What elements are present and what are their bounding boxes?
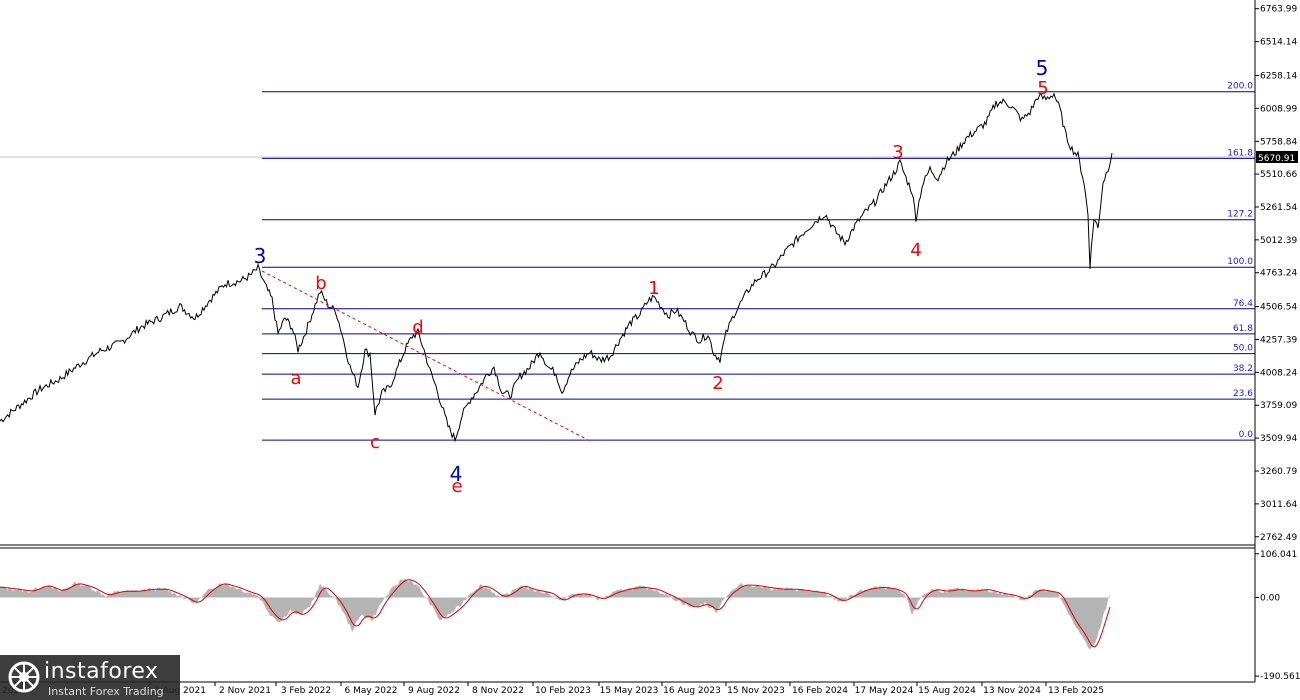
oscillator-tick-label: 106.041 bbox=[1260, 550, 1297, 560]
price-tick-label: 6258.14 bbox=[1260, 71, 1297, 81]
price-tick-label: 5510.66 bbox=[1260, 170, 1297, 180]
oscillator-series bbox=[0, 579, 1111, 650]
time-tick-label: 10 Feb 2023 bbox=[535, 686, 591, 696]
time-tick-label: 8 Nov 2022 bbox=[472, 686, 524, 696]
oscillator-tick-label: -190.561 bbox=[1260, 672, 1300, 682]
price-tick-label: 4763.24 bbox=[1260, 269, 1297, 279]
price-tick-label: 5758.84 bbox=[1260, 137, 1297, 147]
time-tick-label: 15 Aug 2024 bbox=[918, 686, 976, 696]
oscillator-tick-label: 0.00 bbox=[1260, 594, 1280, 604]
logo-tagline: Instant Forex Trading bbox=[48, 685, 164, 698]
time-tick-label: 13 Feb 2025 bbox=[1048, 686, 1104, 696]
wave-label: 5 bbox=[1037, 78, 1048, 99]
wave-label: d bbox=[412, 317, 423, 338]
fib-level-label: 23.6 bbox=[1233, 389, 1253, 399]
time-tick-label: 3 Feb 2022 bbox=[281, 686, 331, 696]
time-tick-label: 6 May 2022 bbox=[345, 686, 398, 696]
logo-icon bbox=[8, 661, 40, 693]
time-tick-label: 16 Feb 2024 bbox=[792, 686, 848, 696]
wave-label: 2 bbox=[712, 373, 723, 394]
fib-level-label: 76.4 bbox=[1233, 299, 1253, 309]
logo-brand: instaforex bbox=[44, 659, 159, 684]
wave-label: 4 bbox=[910, 240, 921, 261]
time-tick-label: 15 May 2023 bbox=[600, 686, 659, 696]
fib-level-label: 161.8 bbox=[1227, 148, 1253, 158]
fib-level-label: 50.0 bbox=[1233, 344, 1253, 354]
wave-label: c bbox=[370, 432, 380, 453]
wave-label: 3 bbox=[892, 142, 903, 163]
wave-label: e bbox=[451, 476, 462, 497]
fib-level-label: 127.2 bbox=[1227, 210, 1253, 220]
current-price-badge bbox=[1256, 151, 1298, 163]
time-tick-label: 2 Nov 2021 bbox=[219, 686, 271, 696]
time-tick-label: 16 Aug 2023 bbox=[663, 686, 721, 696]
fibonacci-levels: 200.0 161.8 127.2 100.0 76.4 61.8 50.0 38.2 23.6… bbox=[262, 82, 1255, 441]
price-tick-label: 6763.99 bbox=[1260, 5, 1297, 15]
price-tick-label: 6514.14 bbox=[1260, 38, 1297, 48]
price-tick-label: 3260.79 bbox=[1260, 467, 1297, 477]
oscillator-signal-line bbox=[0, 579, 1111, 648]
current-price-label: 5670.91 bbox=[1258, 154, 1295, 164]
time-tick-label: 17 May 2024 bbox=[855, 686, 914, 696]
wave-label: 3 bbox=[254, 244, 267, 268]
fib-level-label: 200.0 bbox=[1227, 82, 1253, 92]
price-tick-label: 3759.09 bbox=[1260, 401, 1297, 411]
price-tick-label: 3011.64 bbox=[1260, 500, 1297, 510]
price-tick-label: 6008.99 bbox=[1260, 104, 1297, 114]
time-tick-label: 3 Aug 2021 bbox=[154, 686, 206, 696]
time-tick-label: 13 Nov 2024 bbox=[983, 686, 1041, 696]
price-tick-label: 4257.39 bbox=[1260, 335, 1297, 345]
time-tick-label: 15 Nov 2023 bbox=[727, 686, 785, 696]
fib-level-label: 100.0 bbox=[1227, 257, 1253, 267]
fib-level-label: 0.0 bbox=[1239, 430, 1254, 440]
watermark-logo: instaforex Instant Forex Trading bbox=[0, 655, 180, 700]
price-tick-label: 4506.54 bbox=[1260, 303, 1297, 313]
trend-line bbox=[261, 270, 593, 443]
wave-label: 1 bbox=[648, 278, 659, 299]
wave-label: 4 bbox=[450, 462, 463, 486]
time-tick-label: 9 Aug 2022 bbox=[408, 686, 460, 696]
price-series bbox=[0, 92, 1113, 443]
price-tick-label: 4008.24 bbox=[1260, 368, 1297, 378]
price-line bbox=[0, 92, 1113, 443]
wave-label: 5 bbox=[1036, 56, 1049, 80]
wave-label: b bbox=[315, 273, 326, 294]
price-tick-label: 5261.54 bbox=[1260, 203, 1297, 213]
fib-level-label: 38.2 bbox=[1233, 364, 1253, 374]
oscillator-histogram bbox=[0, 579, 1110, 650]
fib-level-label: 61.8 bbox=[1233, 324, 1253, 334]
price-tick-label: 3509.94 bbox=[1260, 434, 1297, 444]
price-tick-label: 5012.39 bbox=[1260, 236, 1297, 246]
wave-label: a bbox=[290, 368, 301, 389]
price-tick-label: 2762.49 bbox=[1260, 533, 1297, 543]
